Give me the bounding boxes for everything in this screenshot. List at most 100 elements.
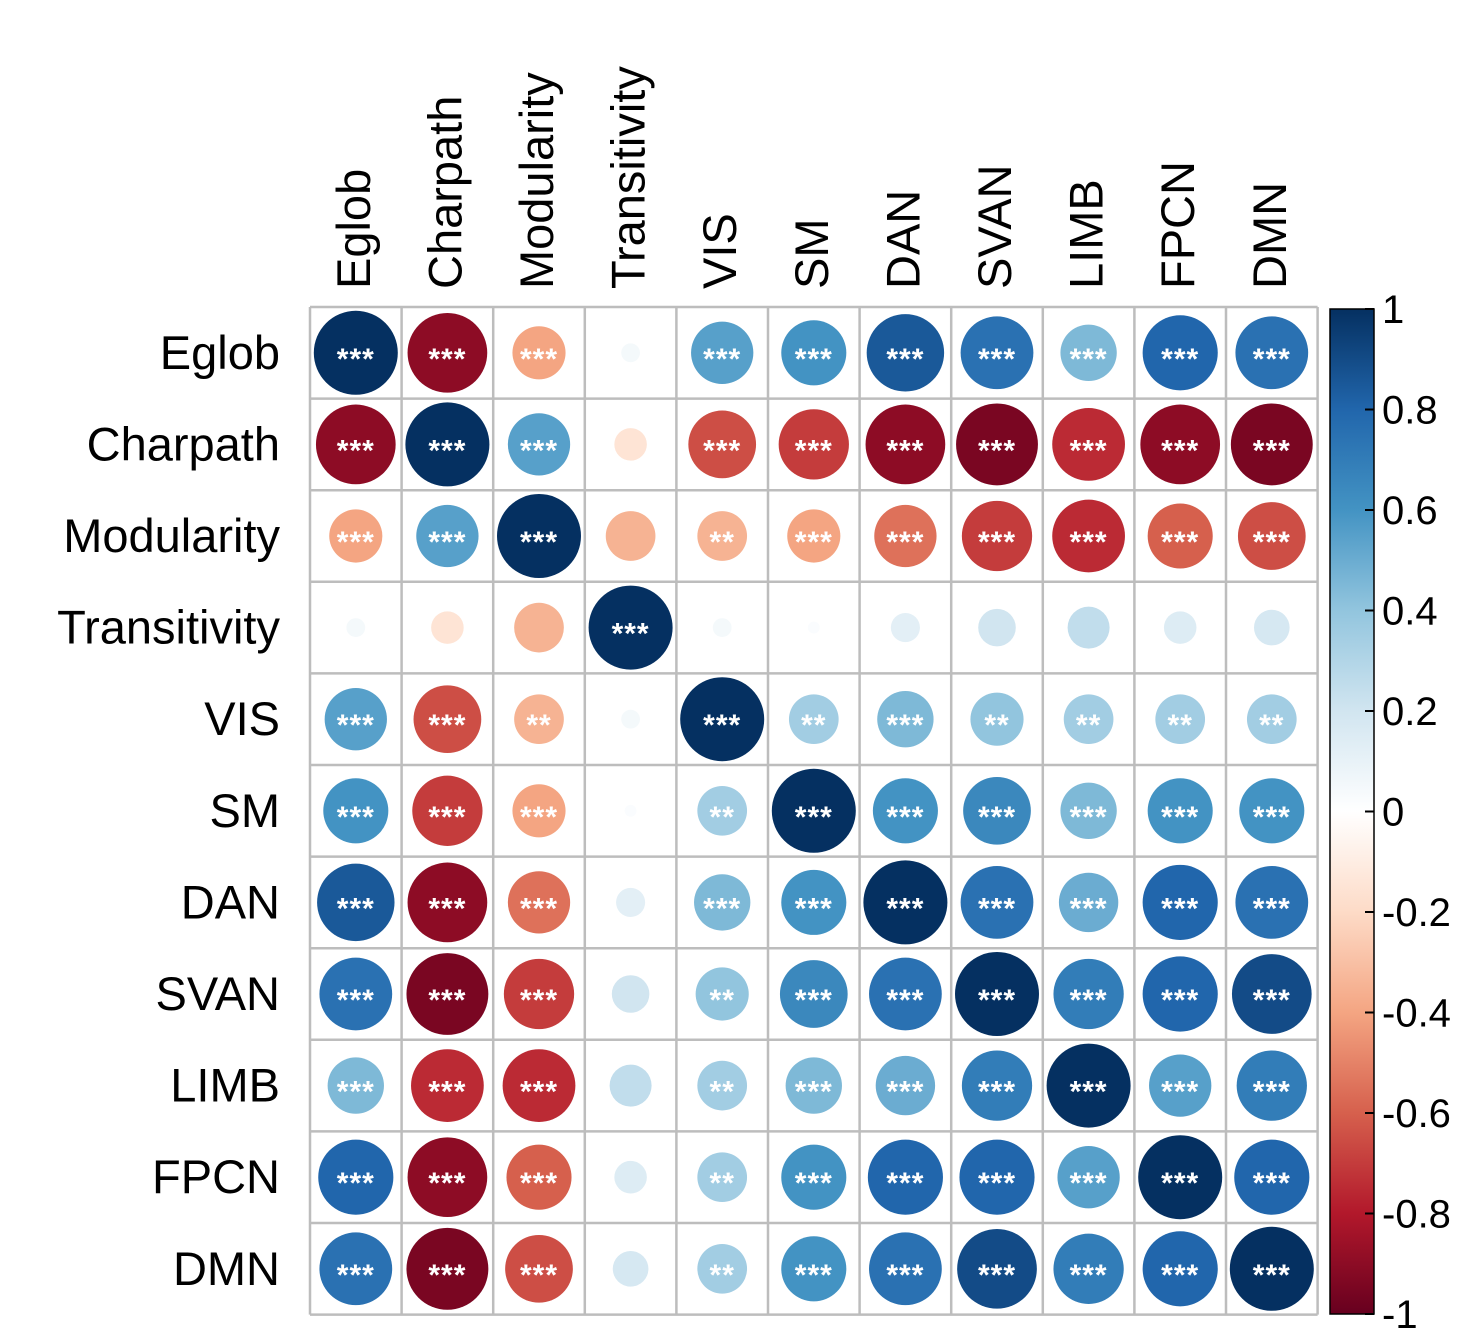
sig-modularity-dan: ***	[886, 526, 924, 559]
cell-vis-vis	[680, 677, 765, 762]
sig-dan-charpath: ***	[428, 892, 466, 925]
cell-eglob-modularity	[512, 326, 566, 380]
cell-vis-dan	[877, 691, 934, 748]
sig-charpath-dmn: ***	[1253, 434, 1291, 467]
cell-vis-svan	[970, 692, 1024, 746]
sig-dmn-charpath: ***	[428, 1259, 466, 1292]
cell-modularity-sm	[787, 509, 841, 563]
cell-dan-dan	[863, 860, 948, 945]
cell-modularity-vis	[697, 511, 748, 561]
matrix-grid	[308, 305, 1319, 1316]
cell-dan-dmn	[1235, 866, 1309, 939]
row-label-dmn: DMN	[173, 1242, 280, 1295]
sig-charpath-modularity: ***	[520, 434, 558, 467]
sig-dan-dmn: ***	[1253, 892, 1291, 925]
sig-vis-fpcn: **	[1168, 709, 1193, 742]
cell-eglob-transitivity	[621, 343, 640, 363]
cell-dan-eglob	[317, 863, 395, 942]
cell-charpath-fpcn	[1140, 404, 1221, 485]
sig-charpath-sm: ***	[795, 434, 833, 467]
cell-charpath-svan	[956, 403, 1038, 486]
colorbar-tick-label: -0.4	[1382, 992, 1451, 1036]
cell-transitivity-fpcn	[1163, 611, 1197, 644]
cell-svan-dmn	[1231, 954, 1312, 1034]
sig-vis-svan: **	[984, 709, 1009, 742]
cell-modularity-eglob	[329, 509, 383, 563]
col-label-eglob: Eglob	[327, 169, 380, 289]
cell-vis-dmn	[1246, 694, 1297, 745]
sig-modularity-limb: ***	[1070, 526, 1108, 559]
significance-stars: *** *** *** *** *** *** *** *** *** ****** *** *** *…	[337, 343, 1291, 1292]
cell-dmn-vis	[697, 1243, 748, 1294]
cell-dmn-svan	[957, 1228, 1037, 1309]
cell-vis-charpath	[413, 685, 482, 754]
cell-fpcn-dan	[867, 1139, 943, 1215]
sig-eglob-dan: ***	[886, 343, 924, 376]
cell-svan-modularity	[503, 958, 575, 1030]
sig-fpcn-sm: ***	[795, 1167, 833, 1200]
sig-dan-fpcn: ***	[1161, 892, 1199, 925]
col-label-dmn: DMN	[1243, 182, 1296, 289]
cell-svan-vis	[695, 967, 749, 1021]
cell-svan-fpcn	[1142, 956, 1218, 1032]
cell-svan-sm	[779, 960, 848, 1028]
sig-eglob-modularity: ***	[520, 343, 558, 376]
cell-transitivity-charpath	[431, 611, 464, 644]
row-label-sm: SM	[210, 784, 281, 837]
cell-sm-sm	[771, 768, 856, 853]
cell-vis-limb	[1063, 694, 1114, 745]
sig-modularity-modularity: ***	[520, 526, 558, 559]
sig-sm-eglob: ***	[337, 801, 375, 834]
sig-dan-sm: ***	[795, 892, 833, 925]
col-label-sm: SM	[785, 219, 838, 290]
cell-modularity-limb	[1052, 499, 1125, 573]
cell-eglob-charpath	[407, 312, 488, 393]
sig-fpcn-modularity: ***	[520, 1167, 558, 1200]
cell-svan-charpath	[406, 953, 489, 1035]
cell-dmn-fpcn	[1142, 1231, 1218, 1307]
sig-svan-svan: ***	[978, 984, 1016, 1017]
cell-dan-vis	[694, 874, 751, 931]
cell-dan-transitivity	[616, 887, 646, 917]
cell-transitivity-transitivity	[588, 585, 673, 670]
sig-charpath-vis: ***	[703, 434, 741, 467]
cell-sm-modularity	[512, 784, 566, 838]
sig-charpath-limb: ***	[1070, 434, 1108, 467]
sig-dan-dan: ***	[886, 892, 924, 925]
col-label-limb: LIMB	[1060, 179, 1113, 289]
sig-limb-charpath: ***	[428, 1076, 466, 1109]
sig-vis-dmn: **	[1259, 709, 1284, 742]
col-label-fpcn: FPCN	[1151, 161, 1204, 289]
sig-sm-limb: ***	[1070, 801, 1108, 834]
sig-vis-limb: **	[1076, 709, 1101, 742]
cell-sm-eglob	[323, 778, 389, 844]
sig-eglob-vis: ***	[703, 343, 741, 376]
sig-vis-eglob: ***	[337, 709, 375, 742]
sig-charpath-fpcn: ***	[1161, 434, 1199, 467]
sig-dmn-svan: ***	[978, 1259, 1016, 1292]
cell-sm-vis	[697, 785, 748, 836]
cell-transitivity-vis	[712, 618, 732, 637]
cell-eglob-vis	[691, 321, 754, 384]
cell-charpath-vis	[688, 410, 757, 479]
cell-fpcn-sm	[781, 1144, 847, 1210]
cell-dmn-charpath	[406, 1227, 489, 1310]
cell-fpcn-transitivity	[614, 1160, 647, 1194]
cell-transitivity-dmn	[1253, 609, 1290, 646]
cell-charpath-limb	[1052, 408, 1125, 481]
cell-dan-limb	[1058, 872, 1119, 933]
row-label-svan: SVAN	[156, 967, 281, 1020]
colorbar-tick-label: 0	[1382, 791, 1404, 835]
sig-eglob-sm: ***	[795, 343, 833, 376]
cell-fpcn-dmn	[1234, 1139, 1310, 1215]
sig-dan-modularity: ***	[520, 892, 558, 925]
cell-transitivity-limb	[1067, 606, 1110, 649]
cell-sm-transitivity	[624, 804, 637, 817]
sig-fpcn-eglob: ***	[337, 1167, 375, 1200]
colorbar-tick-label: 0.8	[1382, 389, 1438, 433]
sig-modularity-vis: **	[710, 526, 735, 559]
cell-fpcn-charpath	[407, 1137, 488, 1218]
cell-sm-svan	[963, 776, 1031, 845]
cell-vis-modularity	[514, 694, 564, 745]
cell-transitivity-svan	[978, 608, 1016, 647]
